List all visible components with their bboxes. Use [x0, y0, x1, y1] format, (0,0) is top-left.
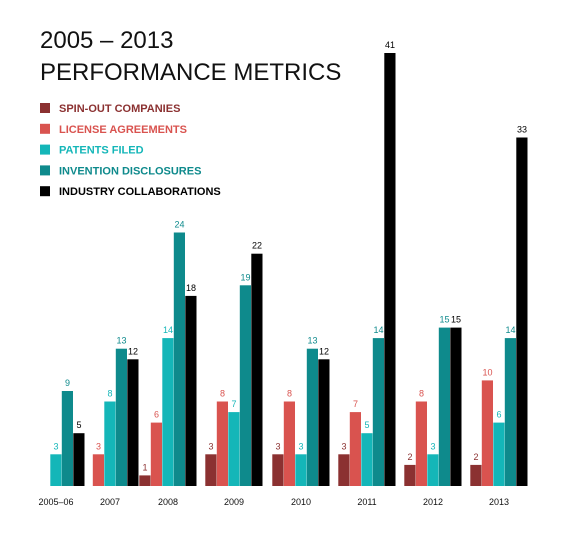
category-label: 2012: [423, 497, 443, 507]
bar: [50, 454, 62, 486]
data-label: 5: [364, 420, 369, 430]
bar: [272, 454, 284, 486]
category-label: 2011: [357, 497, 376, 507]
legend: SPIN-OUT COMPANIES LICENSE AGREEMENTS PATE…: [40, 103, 221, 198]
bar: [73, 433, 85, 486]
bar: [61, 391, 73, 486]
data-label: 2: [407, 452, 412, 462]
data-label: 14: [163, 325, 173, 335]
data-label: 14: [505, 325, 515, 335]
data-label: 5: [76, 420, 81, 430]
data-label: 6: [496, 410, 501, 420]
legend-swatch: [40, 165, 50, 176]
legend-swatch: [40, 103, 50, 113]
data-label: 8: [419, 389, 424, 399]
bar: [115, 348, 127, 486]
bar: [92, 454, 104, 486]
bar: [216, 401, 228, 486]
bar: [361, 433, 373, 486]
data-label: 12: [319, 346, 329, 356]
bar: [251, 253, 263, 486]
data-label: 2: [473, 452, 478, 462]
bar: [470, 464, 482, 486]
data-label: 3: [298, 441, 303, 451]
data-label: 7: [353, 399, 358, 409]
bar: [516, 137, 528, 486]
bar: [372, 338, 384, 486]
category-label: 2005–06: [38, 497, 73, 507]
bar: [349, 412, 361, 486]
data-label: 22: [252, 241, 262, 251]
legend-label: LICENSE AGREEMENTS: [59, 124, 187, 136]
category-label: 2013: [489, 497, 509, 507]
data-label: 3: [341, 441, 346, 451]
bars-group: 3953813121614241838719223831312375144128…: [50, 40, 528, 486]
bar: [427, 454, 439, 486]
legend-label: PATENTS FILED: [59, 145, 144, 157]
data-label: 14: [373, 325, 383, 335]
legend-label: INVENTION DISCLOSURES: [59, 165, 201, 177]
data-label: 7: [231, 399, 236, 409]
legend-swatch: [40, 144, 50, 155]
bar: [481, 380, 493, 486]
bar: [239, 285, 251, 486]
bar: [450, 327, 462, 486]
bar: [150, 422, 162, 486]
bar: [338, 454, 350, 486]
data-label: 19: [240, 272, 250, 282]
bar: [493, 422, 505, 486]
data-label: 18: [186, 283, 196, 293]
bar: [295, 454, 307, 486]
bar: [504, 338, 516, 486]
category-label: 2010: [291, 497, 311, 507]
data-label: 41: [385, 40, 395, 50]
category-label: 2009: [224, 497, 244, 507]
bar: [185, 295, 197, 486]
data-label: 9: [65, 378, 70, 388]
category-labels: 2005–06 2007 2008 2009 2010 2011 2012 2013: [38, 497, 509, 507]
bar: [228, 412, 240, 486]
data-label: 12: [128, 346, 138, 356]
category-label: 2008: [158, 497, 178, 507]
legend-label: INDUSTRY COLLABORATIONS: [59, 186, 221, 198]
data-label: 8: [287, 389, 292, 399]
data-label: 15: [439, 315, 449, 325]
bar: [127, 359, 139, 486]
data-label: 1: [142, 462, 147, 472]
bar: [306, 348, 318, 486]
data-label: 6: [154, 410, 159, 420]
bar: [438, 327, 450, 486]
data-label: 3: [53, 441, 58, 451]
bar: [318, 359, 330, 486]
chart-subtitle: PERFORMANCE METRICS: [40, 59, 341, 86]
bar: [162, 338, 174, 486]
data-label: 3: [96, 441, 101, 451]
legend-swatch: [40, 123, 50, 134]
bar: [384, 53, 396, 486]
bar: [404, 464, 416, 486]
bar: [205, 454, 217, 486]
bar: [283, 401, 295, 486]
data-label: 33: [517, 125, 527, 135]
legend-swatch: [40, 186, 50, 197]
category-label: 2007: [100, 497, 120, 507]
data-label: 13: [116, 336, 126, 346]
data-label: 24: [174, 220, 184, 230]
data-label: 3: [430, 441, 435, 451]
bar: [104, 401, 116, 486]
data-label: 8: [107, 389, 112, 399]
bar: [415, 401, 427, 486]
bar: [139, 475, 151, 486]
data-label: 3: [208, 441, 213, 451]
data-label: 8: [220, 389, 225, 399]
data-label: 3: [275, 441, 280, 451]
chart-title: 2005 – 2013: [40, 27, 173, 54]
data-label: 10: [482, 367, 492, 377]
data-label: 13: [307, 336, 317, 346]
bar: [173, 232, 185, 486]
data-label: 15: [451, 315, 461, 325]
legend-label: SPIN-OUT COMPANIES: [59, 103, 180, 115]
